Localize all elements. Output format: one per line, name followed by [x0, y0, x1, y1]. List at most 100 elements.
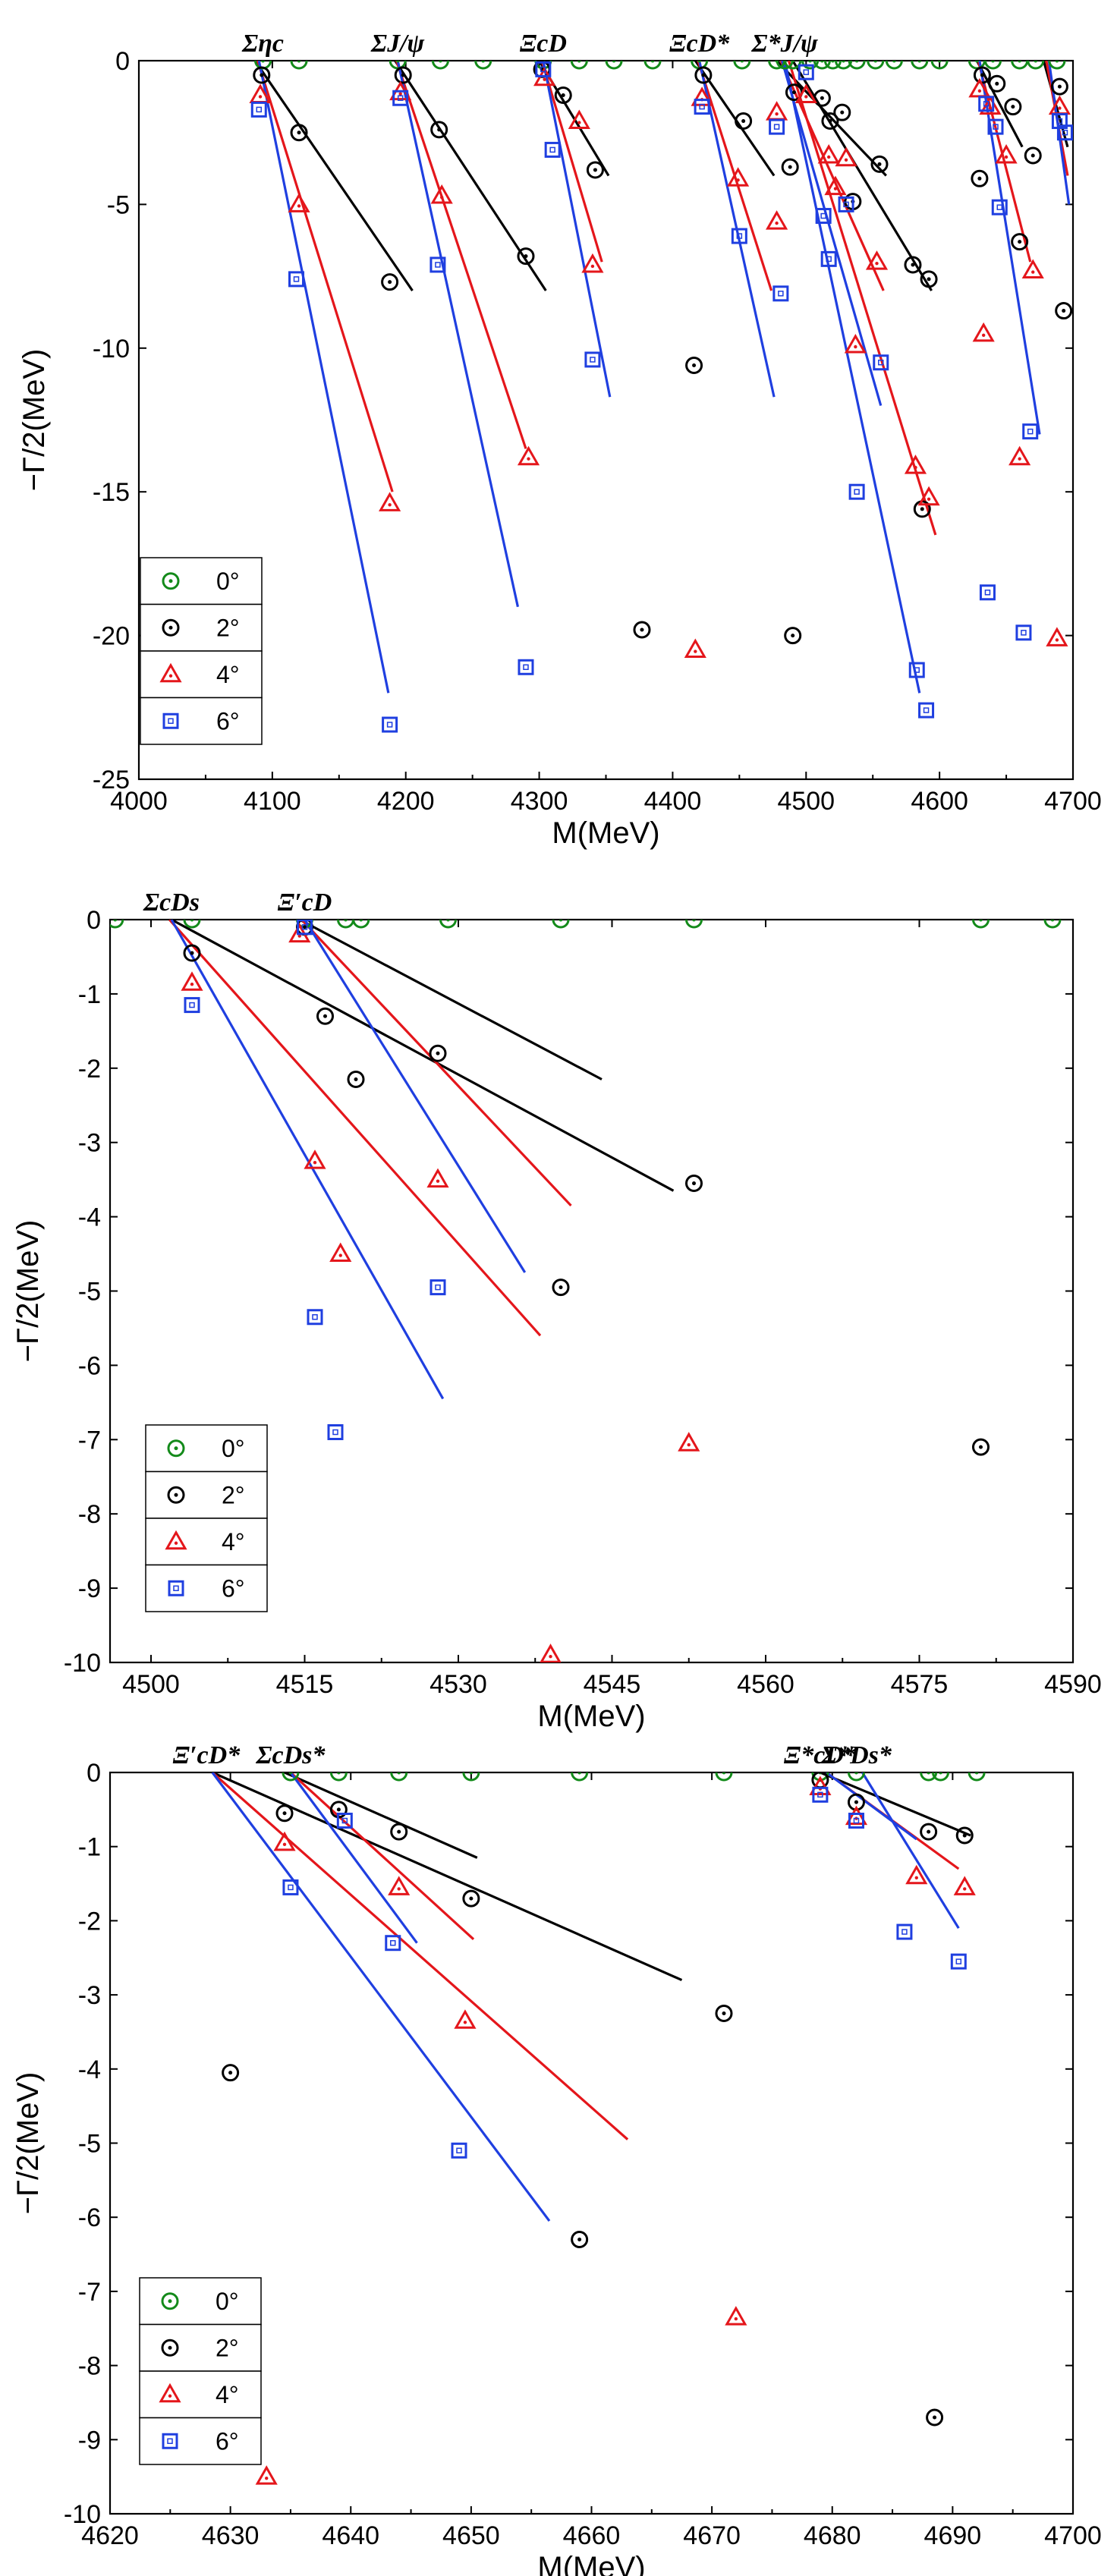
legend-label: 2°: [216, 2334, 239, 2361]
x-tick-label: 4630: [202, 2521, 260, 2550]
data-point: [813, 61, 831, 70]
x-tick-label: 4650: [442, 2521, 500, 2550]
x-tick-label: 4200: [377, 787, 435, 816]
trajectory-line: [394, 61, 547, 291]
data-point: [1027, 61, 1045, 70]
data-point: [867, 61, 885, 70]
data-point: [815, 208, 832, 225]
data-point: [304, 1150, 326, 1169]
x-axis-title: M(MeV): [552, 816, 659, 850]
x-tick-label: 4620: [81, 2521, 139, 2550]
threshold-label: ΞcD*: [669, 30, 730, 58]
data-point: [1056, 124, 1073, 141]
legend: 0° 2° 4° 6°: [140, 557, 263, 745]
data-point: [429, 256, 446, 273]
legend-row: [139, 2323, 262, 2372]
legend-label: 0°: [222, 1435, 245, 1462]
trajectory-line: [395, 61, 527, 449]
x-tick-label: 4590: [1044, 1670, 1102, 1699]
data-point: [784, 61, 802, 70]
threshold-label: ΞcD: [520, 30, 567, 58]
data-point: [1004, 98, 1022, 116]
data-point: [1043, 920, 1062, 929]
chart-panel-top: 4000 4100 4200 4300 4400 4500 4600 4700 0 -5 -10 -1…: [17, 30, 1102, 850]
x-tick-label: 4300: [511, 787, 568, 816]
trajectory-line: [289, 1772, 418, 1944]
data-point: [715, 2005, 733, 2023]
data-point: [297, 920, 313, 936]
y-tick-label: -5: [78, 1278, 101, 1307]
x-tick-label: 4640: [322, 2521, 379, 2550]
trajectory-line: [304, 920, 527, 1273]
trajectory-line: [284, 1772, 478, 1859]
trajectory-line: [170, 920, 445, 1400]
legend: 0° 2° 4° 6°: [145, 1424, 268, 1612]
chart-panel-middle: 4500 4515 4530 4545 4560 4575 4590 0 -1 -2 -3 -4 -5 -…: [11, 889, 1102, 1733]
data-point: [429, 1279, 446, 1296]
trajectory-line: [300, 920, 572, 1207]
y-tick-label: -5: [78, 2130, 101, 2159]
y-tick-label: -8: [78, 2352, 101, 2381]
data-point: [571, 1772, 589, 1782]
legend: 0° 2° 4° 6°: [139, 2277, 262, 2465]
data-point: [968, 1772, 986, 1782]
threshold-label: Σ*J/ψ: [751, 30, 818, 58]
legend-row: [145, 1564, 268, 1612]
series-blue: [282, 1786, 967, 2159]
data-point: [794, 83, 817, 103]
y-tick-label: -1: [78, 1833, 101, 1862]
data-point: [392, 90, 409, 106]
data-point: [920, 1823, 938, 1841]
y-tick-label: -7: [78, 2278, 101, 2307]
data-point: [973, 66, 991, 84]
legend-marker: [161, 2339, 179, 2357]
data-point: [731, 228, 747, 244]
data-point: [820, 250, 837, 267]
data-point: [920, 270, 938, 288]
x-tick-label: 4400: [644, 787, 702, 816]
trajectory-line: [540, 61, 603, 263]
data-point: [684, 638, 706, 659]
y-axis-title: −Γ/2(MeV): [17, 349, 51, 492]
legend-row: [145, 1424, 268, 1473]
data-point: [643, 61, 662, 70]
data-point: [222, 2064, 240, 2082]
legend-row: [139, 2417, 262, 2465]
legend-marker: [162, 618, 180, 637]
legend-marker: [161, 2292, 179, 2310]
data-point: [327, 1424, 344, 1441]
data-point: [932, 1772, 950, 1782]
data-point: [817, 143, 840, 164]
data-point: [769, 118, 785, 135]
y-tick-label: -10: [93, 335, 130, 363]
legend-marker: [167, 1486, 185, 1504]
data-point: [833, 103, 851, 121]
y-tick-label: 0: [115, 47, 130, 76]
y-tick-label: -25: [93, 766, 130, 794]
legend-row: [145, 1518, 268, 1566]
y-tick-label: -4: [78, 2055, 101, 2084]
data-point: [454, 2009, 477, 2029]
data-point: [540, 1643, 562, 1662]
data-point: [253, 66, 271, 84]
data-point: [183, 920, 201, 929]
data-point: [972, 1438, 990, 1456]
data-point: [250, 101, 267, 118]
data-point: [307, 1309, 323, 1326]
data-point: [431, 61, 449, 70]
data-point: [552, 920, 570, 929]
x-tick-label: 4575: [891, 1670, 949, 1699]
data-point: [1024, 146, 1042, 165]
y-tick-label: -20: [93, 622, 130, 651]
data-point: [926, 2408, 944, 2427]
data-point: [972, 322, 995, 342]
data-point: [870, 155, 889, 173]
trajectory-line: [694, 61, 776, 177]
trajectory-line: [212, 1772, 683, 1982]
legend-marker: [159, 2383, 181, 2403]
legend-row: [140, 557, 263, 605]
data-point: [633, 621, 651, 639]
data-point: [282, 1879, 299, 1895]
trajectory-line: [289, 1772, 475, 1941]
